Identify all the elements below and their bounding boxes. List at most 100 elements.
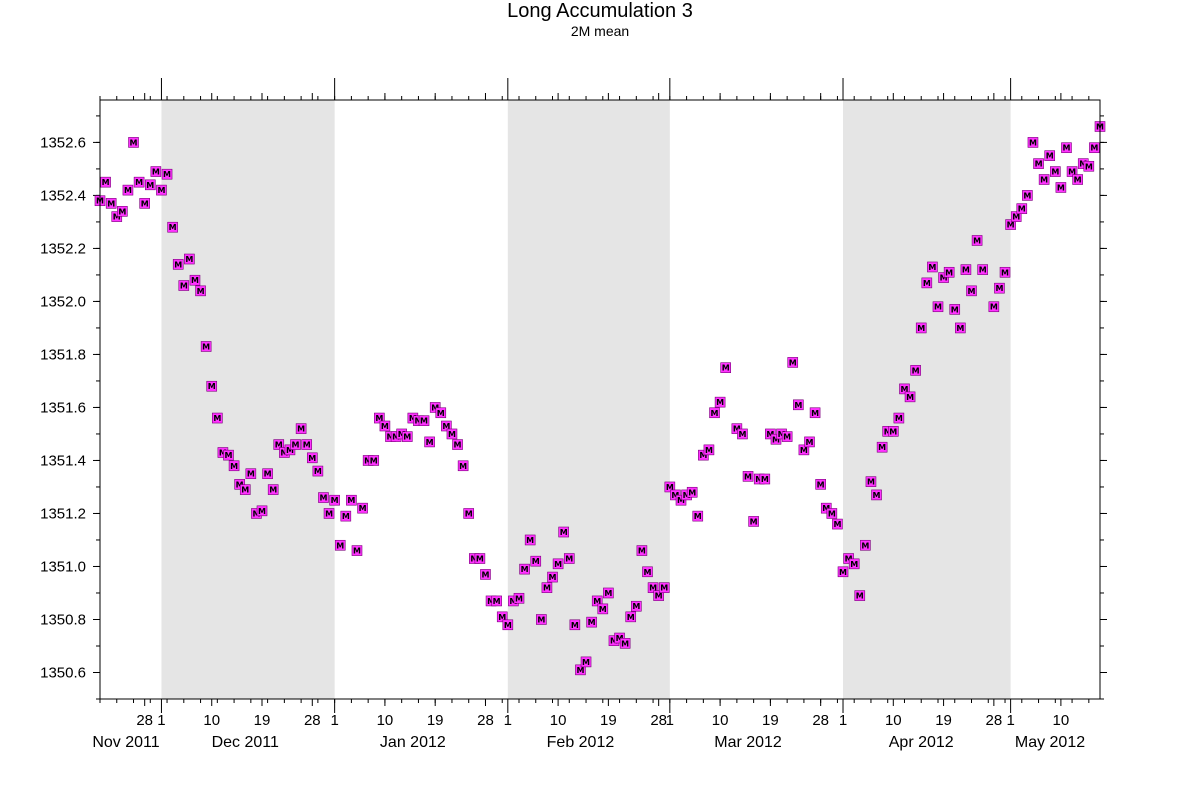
data-point-marker [1089, 142, 1100, 154]
data-point-marker [960, 264, 972, 275]
data-point: M [368, 455, 380, 466]
plot-frame [99, 99, 1101, 700]
data-point-marker [563, 553, 575, 564]
data-point-label: M [521, 565, 529, 574]
data-point-marker [664, 481, 676, 493]
data-point: M [1016, 203, 1028, 214]
data-point: M [374, 412, 385, 424]
data-point-label: M [660, 584, 668, 593]
data-point-label: M [604, 589, 612, 598]
data-point-label: M [850, 560, 858, 569]
data-point-label: M [180, 282, 188, 291]
data-point-label: M [375, 414, 383, 423]
data-point: M [301, 439, 313, 450]
data-point-label: M [141, 199, 149, 208]
data-point: M [228, 460, 240, 472]
data-point-marker [670, 489, 681, 501]
data-point-marker [144, 179, 156, 191]
data-point: M [603, 587, 614, 599]
data-point: M [787, 357, 799, 368]
data-point-marker [513, 592, 525, 604]
data-point-label: M [118, 207, 126, 216]
data-point-marker [156, 184, 167, 196]
data-point: M [273, 439, 285, 450]
data-point: M [189, 274, 201, 286]
x-month-label: May 2012 [1015, 734, 1085, 751]
data-point-marker [429, 402, 441, 413]
data-point-label: M [861, 541, 869, 550]
data-point: M [1022, 190, 1033, 201]
data-point-label: M [923, 279, 931, 288]
data-point-marker [374, 412, 385, 424]
data-point-label: M [347, 496, 355, 505]
data-point-label: M [1051, 168, 1059, 177]
data-point-marker [686, 486, 698, 498]
data-point-marker [748, 516, 759, 527]
y-tick-label: 1352.4 [40, 187, 86, 204]
data-point: M [122, 184, 134, 196]
shaded-month [161, 100, 335, 699]
data-point-label: M [297, 425, 305, 434]
x-tick-label: 19 [935, 712, 952, 729]
data-point-label: M [308, 454, 316, 463]
data-point: M [1083, 160, 1095, 172]
data-point: M [401, 431, 413, 442]
data-point-label: M [319, 494, 327, 503]
data-point-label: M [426, 438, 434, 447]
data-point: M [156, 184, 167, 196]
data-point-marker [899, 383, 910, 395]
data-point-label: M [381, 422, 389, 431]
data-point-marker [675, 494, 687, 506]
data-point: M [714, 396, 726, 408]
data-point-label: M [336, 541, 344, 550]
data-point-marker [552, 558, 564, 570]
data-point-label: M [789, 358, 797, 367]
data-point-label: M [437, 409, 445, 418]
x-month-label: Dec 2011 [212, 734, 279, 751]
data-point: M [519, 563, 530, 575]
data-point-label: M [292, 441, 300, 450]
data-point: M [692, 510, 704, 522]
data-point-label: M [1001, 268, 1009, 277]
data-point-label: M [683, 491, 691, 500]
data-point-label: M [124, 186, 132, 195]
data-point-label: M [917, 324, 925, 333]
data-point-label: M [264, 470, 272, 479]
data-point-label: M [1079, 160, 1087, 169]
data-point-marker [653, 590, 664, 601]
data-point-marker [927, 261, 938, 273]
data-point-marker [323, 508, 335, 519]
data-point-marker [843, 553, 854, 564]
data-point-marker [541, 582, 553, 593]
data-point-label: M [280, 449, 288, 458]
data-point: M [843, 553, 854, 564]
y-tick-label: 1350.8 [40, 611, 86, 628]
data-point-marker [781, 431, 793, 442]
data-point-marker [178, 280, 190, 291]
data-point-label: M [800, 446, 808, 455]
data-point-label: M [1029, 138, 1037, 147]
data-point: M [312, 465, 324, 477]
data-point-label: M [1085, 162, 1093, 171]
data-point: M [893, 412, 905, 424]
data-point: M [765, 428, 776, 440]
data-point-marker [122, 184, 134, 196]
data-point-marker [195, 285, 206, 297]
data-point: M [150, 166, 162, 177]
data-point-marker [502, 619, 514, 631]
x-month-label: Mar 2012 [714, 734, 782, 751]
data-point-marker [474, 553, 486, 564]
x-tick-label: 19 [254, 712, 271, 729]
data-point: M [915, 322, 927, 334]
data-point: M [128, 137, 139, 148]
data-point-label: M [744, 472, 752, 481]
data-point-marker [876, 441, 888, 453]
data-point: M [1061, 142, 1072, 154]
data-point-marker [290, 439, 301, 450]
data-point-marker [273, 439, 285, 450]
data-point-label: M [387, 433, 395, 442]
data-point-marker [111, 211, 123, 222]
data-point: M [161, 168, 173, 180]
x-month-label: Jan 2012 [380, 734, 446, 751]
data-point-label: M [655, 592, 663, 601]
